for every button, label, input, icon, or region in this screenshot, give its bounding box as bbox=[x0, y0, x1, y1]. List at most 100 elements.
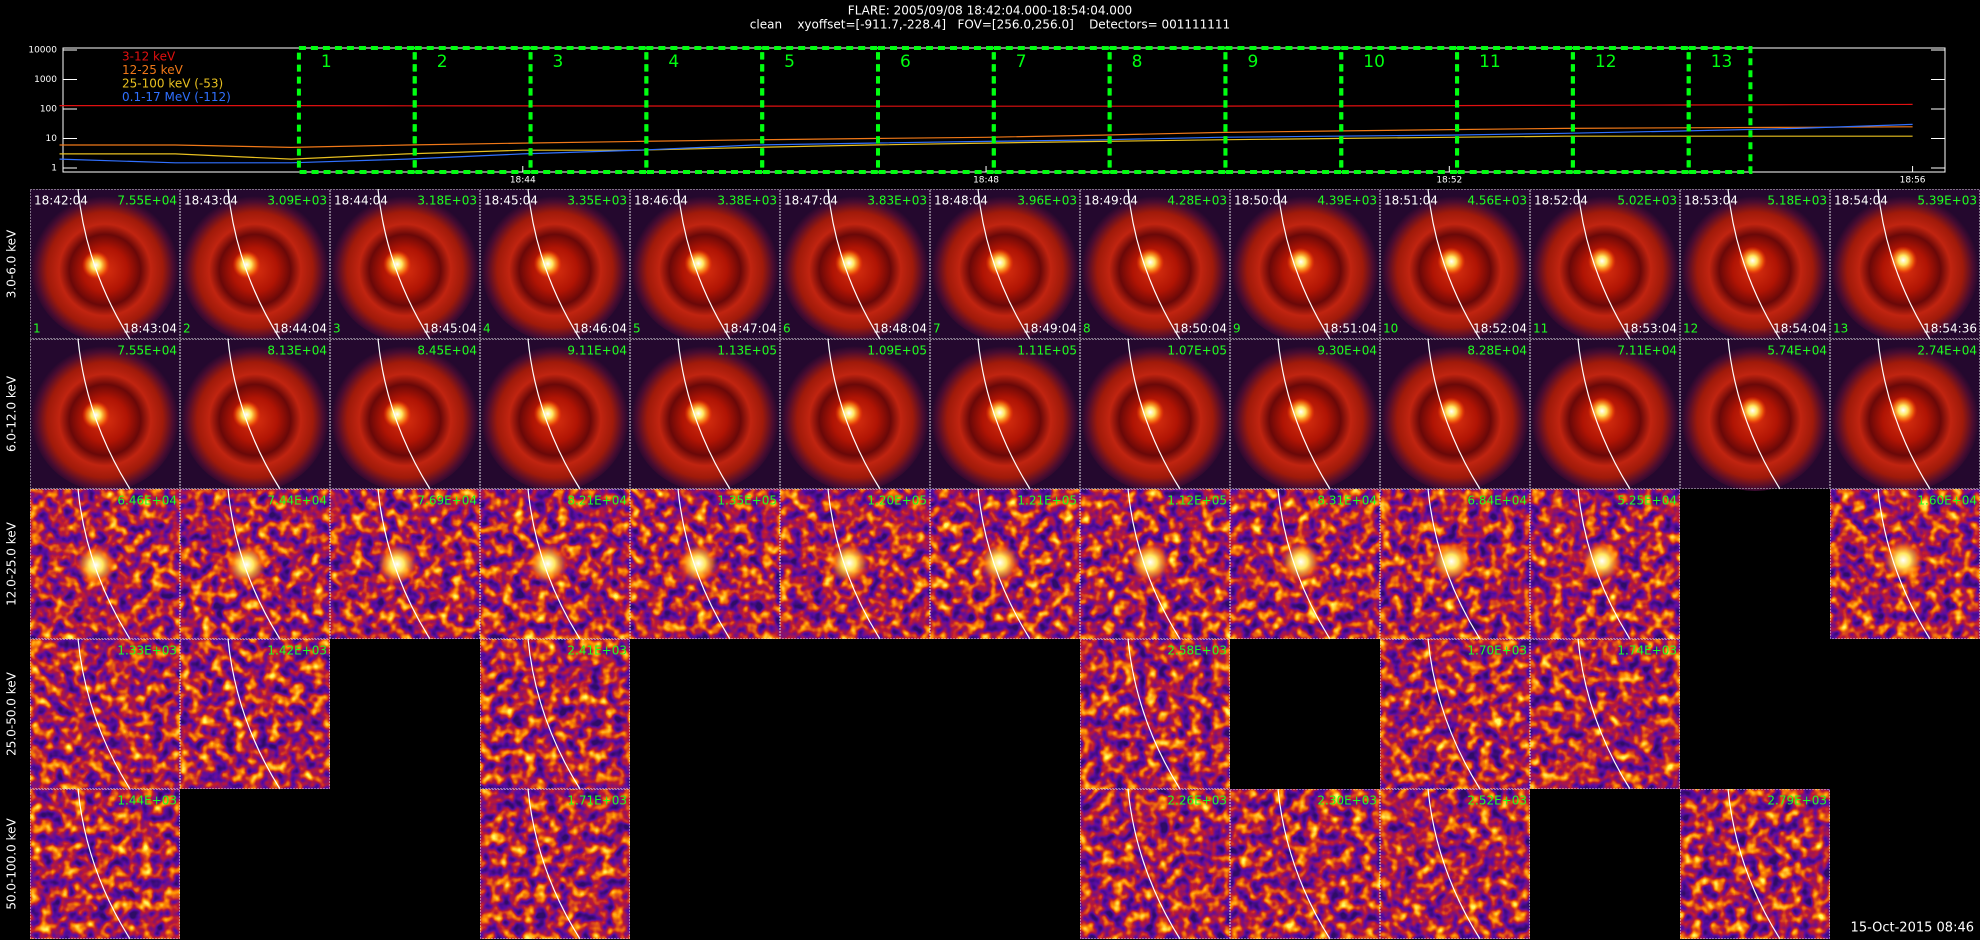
noise-image bbox=[1380, 639, 1530, 789]
interval-index: 5 bbox=[633, 322, 641, 336]
image-panel: 18:49:04 4.28E+03 8 18:50:04 bbox=[1080, 188, 1230, 341]
source bbox=[377, 544, 418, 585]
interval-label: 1 bbox=[321, 52, 332, 72]
limb-line bbox=[1427, 188, 1481, 340]
noise-image bbox=[1680, 789, 1830, 939]
header-subtitle: clean xyoffset=[-911.7,-228.4] FOV=[256.… bbox=[750, 18, 1230, 32]
start-time: 18:48:04 bbox=[934, 194, 988, 208]
flux-label: 3.83E+03 bbox=[867, 194, 927, 208]
image-panel: 18:44:04 3.18E+03 3 18:45:04 bbox=[330, 188, 480, 341]
image-panel: 7.69E+04 bbox=[330, 488, 480, 640]
interval-index: 13 bbox=[1833, 322, 1848, 336]
flux-label: 8.45E+04 bbox=[417, 344, 477, 358]
limb-line bbox=[1727, 788, 1781, 940]
panel-border bbox=[630, 189, 780, 339]
noise-image bbox=[1380, 789, 1530, 939]
image-panel: 1.13E+05 bbox=[630, 338, 780, 491]
source bbox=[232, 250, 261, 279]
noise-image bbox=[1230, 789, 1380, 939]
flux-label: 1.70E+03 bbox=[1467, 644, 1527, 658]
panel-border bbox=[480, 189, 630, 339]
interval-label: 4 bbox=[668, 52, 679, 72]
panel-border bbox=[30, 189, 180, 339]
legend-label: 3-12 keV bbox=[122, 50, 176, 64]
interval-label: 11 bbox=[1479, 52, 1501, 72]
image-panel: 18:42:04 7.55E+04 1 18:43:04 bbox=[30, 188, 180, 341]
x-tick-label: 18:56 bbox=[1900, 176, 1926, 186]
end-time: 18:52:04 bbox=[1473, 322, 1527, 336]
image-panel: 1.35E+05 bbox=[630, 488, 780, 640]
interval-label: 2 bbox=[437, 52, 448, 72]
source bbox=[1130, 542, 1171, 583]
flux-label: 3.38E+03 bbox=[717, 194, 777, 208]
image-panel: 1.12E+05 bbox=[1080, 488, 1230, 640]
source bbox=[985, 398, 1014, 427]
start-time: 18:53:04 bbox=[1684, 194, 1738, 208]
panel-border bbox=[480, 489, 630, 639]
limb-line bbox=[1727, 338, 1781, 490]
source bbox=[232, 400, 261, 429]
flux-label: 5.18E+03 bbox=[1767, 194, 1827, 208]
end-time: 18:46:04 bbox=[573, 322, 627, 336]
panel-border bbox=[1080, 639, 1230, 789]
limb-line bbox=[1427, 338, 1481, 490]
y-tick-label: 10000 bbox=[28, 46, 57, 56]
flux-label: 1.60E+04 bbox=[1917, 494, 1977, 508]
image-panel: 1.07E+05 bbox=[1080, 338, 1230, 491]
series-line bbox=[59, 103, 1913, 107]
plot-frame bbox=[62, 47, 1946, 173]
panel-border bbox=[1830, 189, 1980, 339]
limb-line bbox=[1577, 638, 1631, 790]
end-time: 18:53:04 bbox=[1623, 322, 1677, 336]
panel-border bbox=[1080, 189, 1230, 339]
interval-index: 7 bbox=[933, 322, 941, 336]
end-time: 18:49:04 bbox=[1023, 322, 1077, 336]
limb-line bbox=[377, 188, 431, 340]
image-panel: 1.74E+03 bbox=[1530, 638, 1680, 790]
limb-line bbox=[77, 338, 131, 490]
limb-line bbox=[1277, 188, 1331, 340]
source bbox=[835, 399, 863, 427]
y-tick-label: 1 bbox=[51, 164, 57, 174]
source bbox=[1437, 397, 1466, 426]
flux-label: 7.55E+04 bbox=[117, 344, 177, 358]
x-tick-label: 18:48 bbox=[973, 176, 999, 186]
image-panel: 2.58E+03 bbox=[1080, 638, 1230, 790]
limb-line bbox=[1277, 788, 1331, 940]
flux-label: 8.28E+04 bbox=[1467, 344, 1527, 358]
image-panel: 8.13E+04 bbox=[180, 338, 330, 491]
panel-border bbox=[480, 339, 630, 489]
source bbox=[383, 400, 412, 429]
end-time: 18:50:04 bbox=[1173, 322, 1227, 336]
panel-border bbox=[1380, 189, 1530, 339]
interval-label: 5 bbox=[784, 52, 795, 72]
flux-label: 6.46E+04 bbox=[117, 494, 177, 508]
flux-label: 2.52E+03 bbox=[1467, 794, 1527, 808]
y-tick-label: 100 bbox=[40, 105, 57, 115]
flux-label: 5.74E+04 bbox=[1767, 344, 1827, 358]
source bbox=[1286, 397, 1315, 426]
limb-line bbox=[377, 338, 431, 490]
start-time: 18:46:04 bbox=[634, 194, 688, 208]
flux-label: 1.71E+03 bbox=[567, 794, 627, 808]
panel-border bbox=[330, 489, 480, 639]
interval-index: 8 bbox=[1083, 322, 1091, 336]
flux-label: 5.39E+03 bbox=[1917, 194, 1977, 208]
start-time: 18:54:04 bbox=[1834, 194, 1888, 208]
source bbox=[1136, 248, 1165, 277]
interval-label: 13 bbox=[1711, 52, 1733, 72]
flux-label: 1.44E+03 bbox=[117, 794, 177, 808]
limb-line bbox=[527, 488, 581, 640]
panel-border bbox=[780, 489, 930, 639]
flux-label: 1.21E+05 bbox=[1017, 494, 1077, 508]
source bbox=[1588, 247, 1616, 275]
start-time: 18:49:04 bbox=[1084, 194, 1138, 208]
flux-label: 1.09E+05 bbox=[867, 344, 927, 358]
flux-label: 3.18E+03 bbox=[417, 194, 477, 208]
panel-border bbox=[780, 339, 930, 489]
limb-line bbox=[227, 188, 281, 340]
panel-border bbox=[330, 339, 480, 489]
source bbox=[678, 543, 719, 584]
flux-label: 1.33E+03 bbox=[117, 644, 177, 658]
